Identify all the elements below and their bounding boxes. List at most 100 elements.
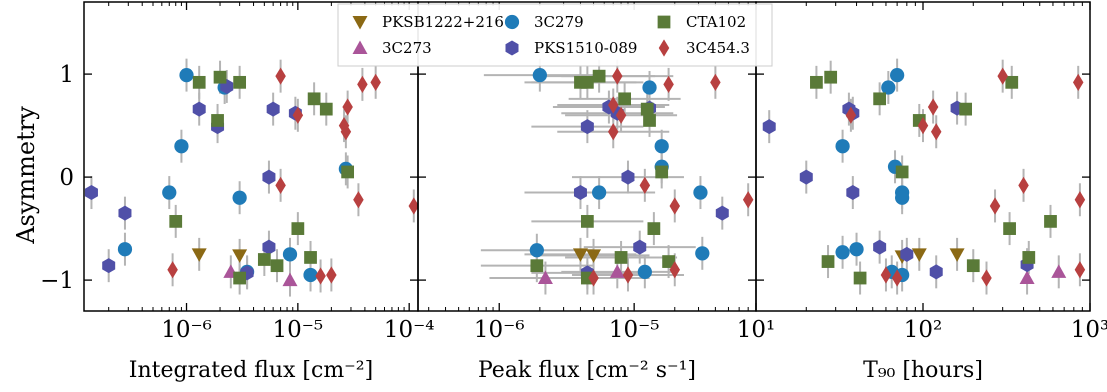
x-axis-label: T₉₀ [hours]: [863, 358, 983, 383]
point-pks1510-089: [262, 169, 276, 185]
legend-label: 3C454.3: [686, 39, 750, 57]
x-tick-label: 10⁻⁵: [609, 317, 660, 343]
point-cta102: [213, 70, 227, 84]
point-3c279: [174, 139, 189, 154]
point-cta102: [592, 69, 606, 83]
legend-marker-cta102: [657, 15, 671, 29]
point-pks1510-089: [621, 169, 635, 185]
x-tick-label: 10¹: [737, 317, 776, 343]
point-pks1510-089: [846, 185, 860, 201]
legend-marker-3c279: [504, 14, 520, 30]
legend: PKSB1222+216 3C273 3C279 PKS1510-089 CTA102 3…: [337, 3, 773, 67]
point-3c454-3: [357, 75, 368, 94]
point-pks1510-089: [573, 185, 587, 201]
point-3c454-3: [292, 106, 304, 124]
point-3c454-3: [891, 269, 903, 287]
legend-entry-3c454-3: 3C454.3: [658, 39, 750, 57]
point-pks1510-089: [929, 264, 943, 280]
legend-marker-pks1510-089: [505, 40, 519, 56]
point-3c454-3: [663, 75, 674, 94]
point-3c273: [609, 264, 625, 278]
point-cta102: [233, 75, 247, 89]
x-tick-label: 10⁻⁶: [161, 317, 212, 343]
legend-entry-3c279: 3C279: [504, 13, 584, 31]
point-3c454-3: [1018, 176, 1029, 194]
x-tick-label: 10³: [1071, 317, 1107, 343]
point-3c454-3: [927, 98, 939, 116]
point-cta102: [1022, 251, 1036, 264]
point-cta102: [640, 102, 654, 116]
x-tick-label: 10⁻⁴: [384, 317, 435, 343]
point-cta102: [810, 75, 823, 89]
point-3c454-3: [989, 197, 1001, 215]
point-pks1510-089: [715, 205, 729, 221]
point-cta102: [647, 222, 661, 235]
y-axis-label: Asymmetry: [12, 106, 40, 245]
point-3c454-3: [1074, 261, 1086, 279]
point-cta102: [959, 102, 973, 116]
error-bars: [90, 58, 415, 297]
point-cta102: [291, 222, 305, 235]
point-cta102: [614, 251, 628, 264]
point-3c454-3: [608, 96, 619, 114]
point-3c454-3: [1072, 73, 1084, 91]
point-pks1510-089: [900, 246, 914, 262]
point-3c454-3: [342, 98, 353, 116]
legend-label: 3C273: [382, 39, 432, 57]
point-3c454-3: [669, 197, 681, 215]
legend-label: 3C279: [534, 13, 584, 31]
y-tick-label: 0: [59, 165, 74, 191]
point-pksb1222-216: [191, 248, 207, 262]
point-3c454-3: [880, 266, 892, 284]
point-3c454-3: [588, 269, 599, 287]
point-cta102: [873, 92, 887, 106]
point-cta102: [233, 271, 247, 285]
point-3c454-3: [612, 67, 623, 85]
point-cta102: [169, 215, 183, 228]
point-3c454-3: [353, 191, 364, 209]
x-tick-label: 10⁻⁵: [273, 317, 324, 343]
legend-entry-pks1510-089: PKS1510-089: [505, 39, 637, 57]
point-cta102: [580, 75, 594, 89]
point-3c279: [282, 247, 298, 262]
point-pks1510-089: [580, 119, 594, 135]
point-pks1510-089: [633, 239, 647, 255]
point-cta102: [192, 75, 206, 89]
point-3c273: [282, 272, 298, 287]
point-3c454-3: [338, 116, 350, 135]
point-3c279: [532, 68, 547, 83]
error-bars: [480, 58, 750, 295]
point-3c454-3: [370, 73, 381, 91]
point-3c454-3: [981, 269, 992, 287]
point-cta102: [853, 271, 867, 285]
legend-box: [337, 3, 773, 67]
data-points: [762, 67, 1086, 287]
point-3c279: [232, 190, 247, 205]
point-3c273: [537, 270, 553, 285]
data-points: [84, 67, 418, 287]
point-pks1510-089: [266, 101, 280, 117]
point-3c279: [849, 242, 864, 257]
legend-label: PKSB1222+216: [382, 13, 504, 31]
point-cta102: [304, 251, 317, 264]
point-3c279: [835, 245, 850, 260]
point-cta102: [662, 255, 675, 268]
point-cta102: [824, 70, 838, 84]
point-cta102: [530, 259, 544, 273]
point-3c454-3: [917, 116, 929, 135]
point-pksb1222-216: [911, 248, 927, 262]
point-3c279: [654, 139, 669, 154]
legend-entry-pksb1222-216: PKSB1222+216: [352, 13, 504, 31]
point-3c454-3: [669, 261, 681, 279]
point-cta102: [257, 253, 271, 266]
point-pks1510-089: [762, 119, 776, 135]
y-tick-label: −1: [40, 268, 74, 294]
point-pks1510-089: [192, 101, 206, 117]
point-3c273: [1019, 270, 1035, 285]
point-3c454-3: [315, 267, 326, 285]
point-pksb1222-216: [572, 248, 588, 262]
x-axis-label: Integrated flux [cm⁻²]: [129, 358, 373, 383]
point-3c279: [117, 242, 133, 257]
x-tick-label: 10²: [904, 317, 943, 343]
point-cta102: [966, 259, 980, 273]
